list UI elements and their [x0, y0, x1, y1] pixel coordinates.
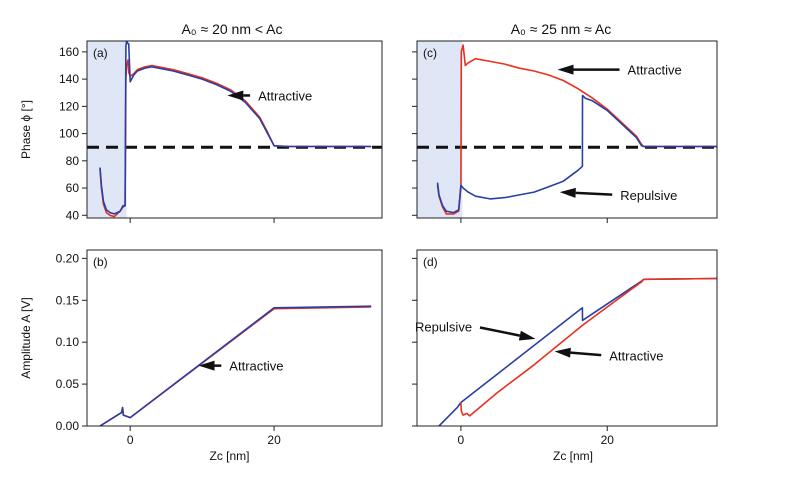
y-tick-label: 160	[59, 45, 79, 59]
y-tick-label: 0.05	[56, 377, 80, 391]
annotation-label: Repulsive	[415, 319, 472, 334]
panel-b-amplitude-left: 0.00 0.05 0.10 0.15 0.20 0 20 (b) Amplitude A [V…	[19, 249, 383, 463]
y-tick-label: 0.10	[56, 335, 80, 349]
plot-frame	[416, 249, 718, 427]
y-tick-label: 120	[59, 99, 79, 113]
x-axis-title: Zc [nm]	[209, 449, 249, 463]
annotation-arrow-shaft	[479, 326, 521, 337]
panel-label: (c)	[423, 46, 437, 60]
annotation-label: Attractive	[258, 88, 312, 103]
contact-region-shade	[417, 41, 463, 218]
series-line-2	[460, 277, 717, 417]
column-title-right: A₀ ≈ 25 nm ≈ Ac	[511, 21, 612, 37]
y-tick-label: 140	[59, 72, 79, 86]
annotation-arrow-head	[518, 330, 536, 341]
y-tick-label: 0.15	[56, 293, 80, 307]
plot-frame	[86, 40, 383, 219]
annotation-label: Attractive	[628, 63, 682, 78]
annotation-arrow-head	[557, 64, 574, 75]
panel-d-amplitude-right: 0 20 (d) Zc [nm] Repulsive Attractive	[412, 249, 718, 463]
series-line-2	[99, 41, 372, 215]
series-line-1	[99, 59, 372, 218]
annotation-arrow-head	[559, 187, 576, 198]
x-tick-label: 20	[601, 433, 615, 447]
y-axis-title: Amplitude A [V]	[19, 297, 33, 378]
panel-label: (d)	[423, 255, 438, 269]
annotation-label: Repulsive	[620, 188, 677, 203]
annotation-arrow-shaft	[575, 191, 613, 196]
y-axis-title: Phase ϕ [°]	[19, 100, 33, 159]
x-tick-label: 20	[267, 433, 281, 447]
contact-region-shade	[87, 41, 127, 218]
panel-label: (b)	[93, 255, 108, 269]
column-title-left: A₀ ≈ 20 nm < Ac	[181, 21, 282, 37]
y-tick-label: 0.20	[56, 251, 80, 265]
y-tick-label: 100	[59, 127, 79, 141]
series-line-2	[99, 305, 372, 426]
x-axis-title: Zc [nm]	[553, 449, 593, 463]
annotation-arrow-head	[198, 360, 215, 371]
x-tick-label: 0	[127, 433, 134, 447]
series-line-2	[436, 94, 717, 214]
plot-frame	[86, 249, 383, 427]
y-tick-label: 0.00	[56, 419, 80, 433]
plot-frame	[416, 40, 718, 219]
panel-c-phase-right: (c) Attractive Repulsive	[412, 40, 718, 223]
annotation-label: Attractive	[229, 359, 283, 374]
panel-label: (a)	[93, 46, 108, 60]
y-tick-label: 60	[66, 181, 80, 195]
annotation-label: Attractive	[609, 349, 663, 364]
annotation-arrow-shaft	[570, 351, 602, 357]
y-tick-label: 80	[66, 154, 80, 168]
y-tick-label: 40	[66, 208, 80, 222]
x-tick-label: 0	[458, 433, 465, 447]
annotation-arrow-head	[227, 90, 244, 101]
annotation-arrow-head	[554, 347, 571, 358]
panel-a-phase-left: 40 60 80 100 120 140 160 (a) Phase ϕ [°] Attracti…	[19, 40, 383, 223]
